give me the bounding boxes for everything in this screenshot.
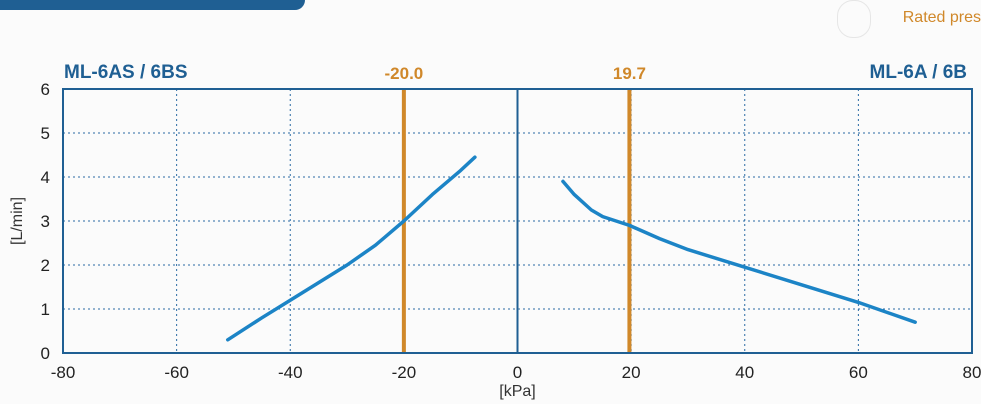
x-axis-label: [kPa] xyxy=(499,383,535,400)
y-tick-label: 1 xyxy=(41,300,50,319)
rated-pressure-label: Rated pres xyxy=(902,9,981,26)
data-series xyxy=(226,155,917,342)
series-line-1 xyxy=(226,155,477,342)
chart-grid xyxy=(63,89,972,353)
x-tick-label: -20 xyxy=(392,363,417,382)
x-tick-label: 40 xyxy=(735,363,754,382)
x-tick-label: 0 xyxy=(513,363,522,382)
series-line-2 xyxy=(561,179,917,324)
certification-seal-icon xyxy=(837,0,871,38)
x-tick-label: 20 xyxy=(622,363,641,382)
x-tick-label: -40 xyxy=(278,363,303,382)
reference-lines: -20.0 19.7 xyxy=(385,64,646,353)
y-tick-label: 2 xyxy=(41,256,50,275)
x-tick-label: -60 xyxy=(164,363,189,382)
left-model-title: ML-6AS / 6BS xyxy=(64,62,188,83)
y-tick-label: 0 xyxy=(41,344,50,363)
header-banner xyxy=(0,0,305,10)
y-tick-label: 6 xyxy=(41,80,50,99)
y-tick-label: 4 xyxy=(41,168,50,187)
x-tick-label: 80 xyxy=(963,363,981,382)
tick-labels: -80 -60 -40 -20 0 20 40 60 80 0 1 2 3 4 5 6 xyxy=(41,80,981,382)
y-axis-label: [L/min] xyxy=(9,197,26,245)
reference-line-label: 19.7 xyxy=(613,64,646,83)
x-tick-label: -80 xyxy=(51,363,76,382)
plot-frame xyxy=(62,88,973,354)
right-model-title: ML-6A / 6B xyxy=(869,62,967,83)
y-tick-label: 3 xyxy=(41,212,50,231)
x-tick-label: 60 xyxy=(849,363,868,382)
y-tick-label: 5 xyxy=(41,124,50,143)
reference-line-label: -20.0 xyxy=(385,64,424,83)
